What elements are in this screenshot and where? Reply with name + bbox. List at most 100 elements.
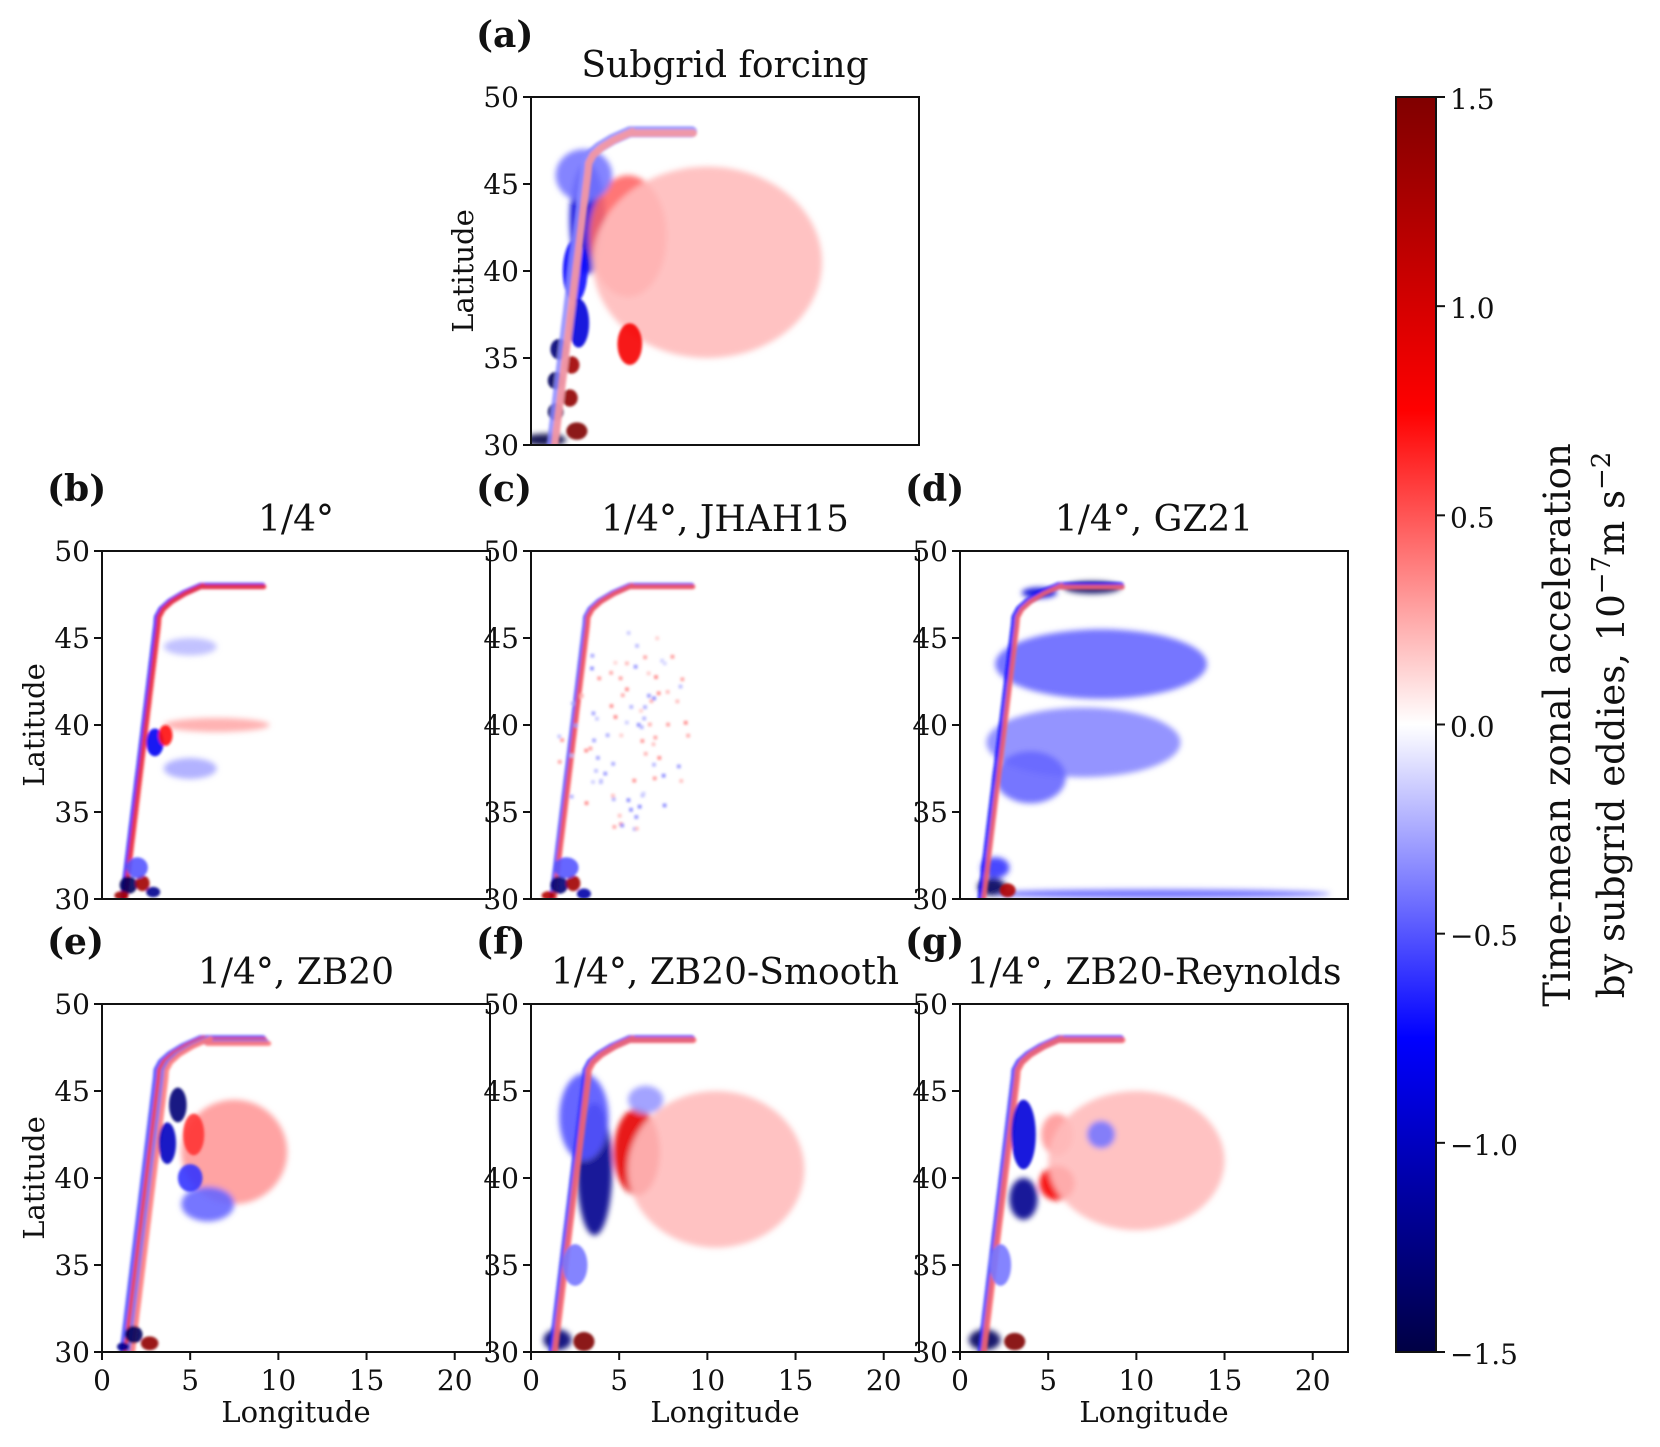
heatmap-blob <box>146 886 161 898</box>
heatmap-noise-cell <box>584 748 589 753</box>
heatmap-smooth-layer <box>968 1091 1225 1351</box>
heatmap-noise-cell <box>643 705 648 710</box>
x-axis-label: Longitude <box>1079 1395 1228 1429</box>
heatmap-blob <box>628 1091 805 1248</box>
heatmap-noise-cell <box>655 636 660 641</box>
heatmap-blob <box>177 1164 203 1192</box>
heatmap-blob <box>566 422 588 440</box>
panel-letter: (c) <box>476 468 532 510</box>
heatmap-detail-layer <box>116 1035 272 1352</box>
heatmap-noise-cell <box>675 699 680 704</box>
y-tick-label: 50 <box>483 81 519 114</box>
panel-title: 1/4°, ZB20-Smooth <box>551 952 899 993</box>
heatmap-noise-cell <box>666 722 671 727</box>
colorbar-label-text: by subgrid eddies, 10 <box>1590 594 1633 998</box>
heatmap-blob <box>183 1113 205 1156</box>
heatmap-noise-cell <box>646 693 651 698</box>
colorbar-label-line1: Time-mean zonal acceleration <box>1536 443 1579 1007</box>
heatmap-jet-arc <box>980 1035 1126 1352</box>
heatmap-noise-cell <box>634 826 639 831</box>
heatmap-noise-cell <box>557 734 562 739</box>
panel-title: 1/4°, ZB20-Reynolds <box>967 952 1342 993</box>
panel-title: Subgrid forcing <box>581 45 868 86</box>
heatmap-noise-cell <box>661 773 666 778</box>
heatmap-field <box>977 581 1331 899</box>
heatmap-noise-cell <box>610 793 615 798</box>
heatmap-noise-cell <box>592 738 597 743</box>
y-tick-label: 50 <box>54 988 90 1021</box>
heatmap-noise-cell <box>639 725 644 730</box>
heatmap-noise-cell <box>641 791 646 796</box>
heatmap-blob <box>628 1085 664 1114</box>
heatmap-smooth-layer <box>163 638 270 779</box>
heatmap-blob <box>989 1244 1012 1286</box>
heatmap-blob <box>124 1325 143 1344</box>
x-tick-label: 15 <box>778 1364 814 1397</box>
heatmap-noise-cell <box>626 798 631 803</box>
heatmap-noise-cell <box>679 778 684 783</box>
heatmap-noise-cell <box>649 699 654 704</box>
panel-a: 50 45 40 35 30 Latitude Subgrid forcing (a) <box>446 14 920 462</box>
heatmap-noise-cell <box>613 715 618 720</box>
heatmap-noise-cell <box>626 630 631 635</box>
y-tick-label: 35 <box>483 342 519 375</box>
heatmap-blob <box>576 888 591 899</box>
heatmap-noise-cell <box>619 733 624 738</box>
y-tick-label: 45 <box>483 622 519 655</box>
y-tick-label: 50 <box>483 988 519 1021</box>
heatmap-blob <box>562 1244 588 1286</box>
x-tick-label: 20 <box>1295 1364 1331 1397</box>
heatmap-blob <box>999 883 1016 898</box>
heatmap-detail-layer <box>548 1035 697 1352</box>
heatmap-noise-cell <box>611 797 616 802</box>
heatmap-noise-cell <box>617 813 622 818</box>
heatmap-noise-cell <box>652 696 657 701</box>
y-tick-label: 30 <box>483 883 519 916</box>
y-tick-label: 45 <box>483 1075 519 1108</box>
heatmap-noise-cell <box>643 655 648 660</box>
x-axis-label: Longitude <box>650 1395 799 1429</box>
heatmap-noise-cell <box>683 720 688 725</box>
panel-f: 50 45 40 35 300 5 10 15 20 Longitude 1/4°, ZB20-Sm… <box>476 921 920 1429</box>
x-tick-label: 10 <box>1119 1364 1155 1397</box>
x-tick-label: 5 <box>1039 1364 1057 1397</box>
heatmap-noise-cell <box>637 804 642 809</box>
heatmap-blob <box>114 891 129 899</box>
heatmap-noise-cell <box>557 759 562 764</box>
x-tick-label: 5 <box>181 1364 199 1397</box>
heatmap-smooth-layer <box>181 1099 288 1222</box>
heatmap-noise-cell <box>665 689 670 694</box>
y-tick-label: 50 <box>54 535 90 568</box>
heatmap-smooth-layer <box>543 1073 805 1351</box>
heatmap-noise-cell <box>595 755 600 760</box>
heatmap-noise-cell <box>646 671 651 676</box>
heatmap-noise-cell <box>594 716 599 721</box>
colorbar-tick-label: 1.5 <box>1450 83 1495 116</box>
y-tick-label: 45 <box>54 1075 90 1108</box>
x-tick-label: 10 <box>690 1364 726 1397</box>
panel-letter: (g) <box>905 921 964 963</box>
y-tick-label: 30 <box>483 1336 519 1369</box>
y-axis-label: Latitude <box>17 1116 51 1240</box>
heatmap-noise-cell <box>635 643 640 648</box>
heatmap-jet-arc <box>551 128 698 445</box>
heatmap-jet-arc <box>122 583 267 899</box>
y-tick-label: 35 <box>54 796 90 829</box>
panel-g: 50 45 40 35 300 5 10 15 20 Longitude 1/4°, ZB20-Re… <box>905 921 1349 1429</box>
x-tick-label: 15 <box>1207 1364 1243 1397</box>
heatmap-jet-arc <box>981 583 1125 899</box>
heatmap-noise-cell <box>569 794 574 799</box>
y-tick-label: 50 <box>483 535 519 568</box>
heatmap-noise-cell <box>680 677 685 682</box>
heatmap-noise-cell <box>618 676 623 681</box>
y-tick-label: 50 <box>912 988 948 1021</box>
heatmap-detail-layer <box>541 582 696 899</box>
heatmap-noise-cell <box>588 746 593 751</box>
heatmap-noise-cell <box>569 753 574 758</box>
x-tick-label: 15 <box>349 1364 385 1397</box>
colorbar-ticks: 1.5 1.0 0.5 0.0 −0.5 −1.0 −1.5 <box>1436 83 1518 1371</box>
heatmap-noise-cell <box>620 693 625 698</box>
y-tick-label: 30 <box>912 1336 948 1369</box>
